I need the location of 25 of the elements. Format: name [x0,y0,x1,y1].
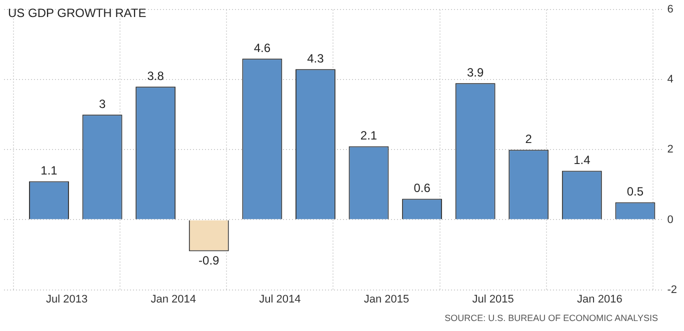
y-tick-label: 2 [667,144,674,156]
data-label: 2 [525,132,532,146]
data-label: 1.4 [574,153,591,168]
chart-title: US GDP GROWTH RATE [8,6,146,20]
x-tick-label: Jul 2014 [259,293,301,306]
x-tick-label: Jul 2015 [472,293,514,306]
y-tick-label: 0 [667,214,674,226]
data-label: 3.9 [466,65,484,80]
data-label: 2.1 [360,128,378,143]
x-tick-label: Jan 2014 [150,293,196,306]
x-tick-label: Jan 2015 [364,293,410,306]
data-label: 0.5 [626,184,644,199]
source-note: SOURCE: U.S. BUREAU OF ECONOMIC ANALYSIS [444,313,658,323]
x-tick-label: Jan 2016 [577,293,622,306]
y-tick-label: -2 [667,284,677,296]
data-label: 1.1 [40,164,58,178]
data-label: -0.9 [198,254,220,268]
x-tick-label: Jul 2013 [46,293,88,306]
y-tick-label: 4 [667,74,674,86]
data-label: 4.3 [307,51,324,66]
data-label: 4.6 [254,40,271,55]
data-label: 0.6 [414,181,431,196]
y-tick-label: 6 [667,4,674,16]
data-label: 3 [98,96,106,111]
data-label: 3.8 [147,68,164,83]
